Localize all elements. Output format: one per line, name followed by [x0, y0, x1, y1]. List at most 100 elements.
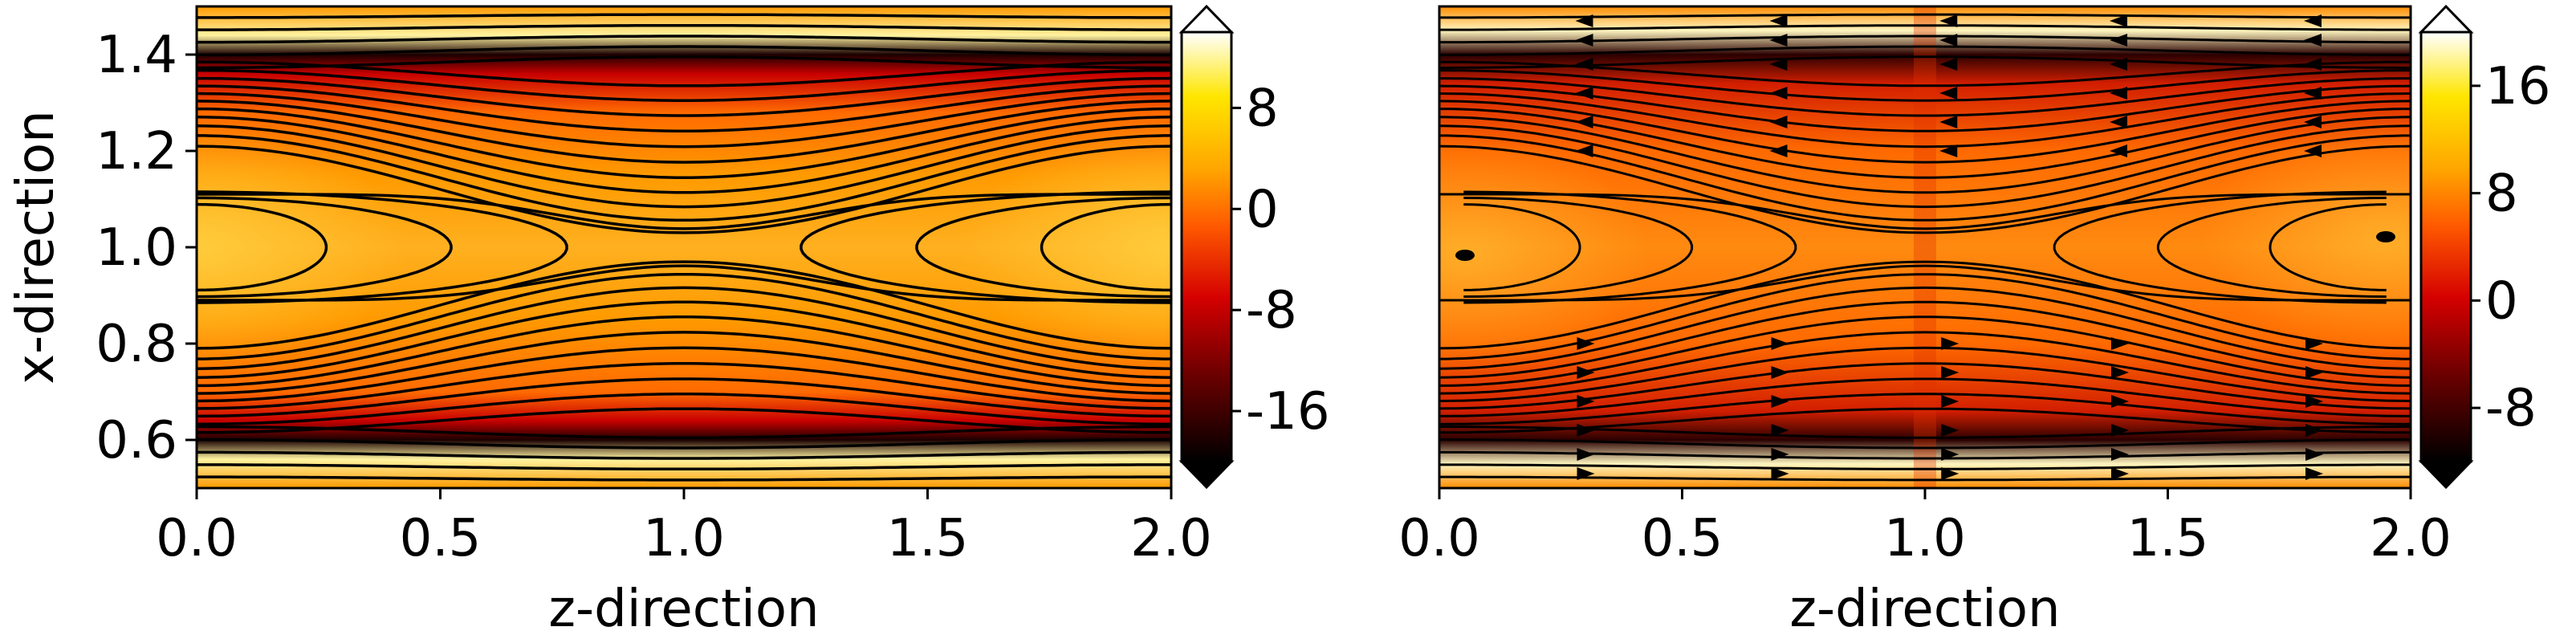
field-line	[1439, 260, 2411, 350]
field-line	[197, 116, 1171, 194]
separatrix-line	[1439, 193, 2411, 230]
stream-arrow	[2305, 448, 2323, 461]
field-line	[197, 145, 1171, 234]
field-line	[197, 272, 1171, 360]
field-line	[197, 361, 1171, 410]
field-line	[197, 315, 1171, 388]
stream-arrow	[2305, 467, 2323, 480]
field-line	[1439, 331, 2411, 395]
closed-field-line	[800, 190, 1171, 304]
x-tick-label: 2.0	[1130, 509, 1212, 568]
right-island-glow	[962, 127, 1171, 368]
stream-arrow	[2110, 58, 2127, 71]
colorbar-tick-label: 0	[1246, 180, 1279, 239]
closed-field-line	[1040, 202, 1171, 292]
field-line	[197, 425, 1171, 440]
field-line	[197, 331, 1171, 395]
stream-arrow	[2111, 448, 2129, 461]
stream-arrow	[1577, 337, 1595, 350]
field-line	[1439, 77, 2411, 117]
left-x-ticks: 0.0 0.5 1.0 1.5 2.0	[156, 488, 1212, 568]
y-tick-label: 1.0	[96, 218, 177, 278]
stream-arrow	[2111, 467, 2129, 480]
field-line	[1439, 84, 2411, 132]
x-tick-label: 1.5	[887, 509, 969, 568]
stream-arrow	[2110, 87, 2127, 100]
separatrix-line	[197, 193, 1171, 230]
stream-arrow	[2304, 116, 2322, 128]
field-line	[197, 84, 1171, 133]
field-line	[1439, 315, 2411, 387]
field-line	[1439, 69, 2411, 102]
closed-field-line	[1463, 197, 1694, 298]
right-right-o-point	[2376, 231, 2395, 242]
left-colorbar: 8 0 -8 -16	[1178, 4, 1330, 490]
field-line	[1439, 13, 2411, 19]
stream-arrow	[2304, 145, 2322, 157]
y-tick-label: 1.4	[96, 26, 177, 85]
stream-arrow	[1771, 395, 1789, 408]
stream-arrow	[1771, 366, 1789, 379]
stream-arrow	[2110, 14, 2127, 27]
field-line	[197, 68, 1171, 102]
stream-arrow	[1575, 14, 1593, 27]
stream-arrow	[2304, 58, 2322, 71]
field-line	[1439, 475, 2411, 482]
field-line	[197, 438, 1171, 450]
stream-arrow	[2111, 366, 2129, 379]
right-colorbar-body	[2419, 31, 2472, 463]
stream-arrow	[1575, 34, 1593, 47]
closed-field-line	[915, 196, 1171, 299]
field-line	[1439, 450, 2411, 460]
stream-arrow	[1939, 14, 1958, 27]
field-line	[1439, 24, 2411, 31]
field-line	[197, 35, 1171, 44]
field-line	[197, 377, 1171, 418]
colorbar-tick-label: 16	[2485, 57, 2550, 116]
field-line	[197, 60, 1171, 88]
field-line	[1439, 346, 2411, 402]
stream-arrow	[2111, 337, 2129, 350]
field-line	[197, 107, 1171, 179]
y-tick-label: 0.6	[96, 411, 177, 470]
field-line	[1439, 100, 2411, 164]
colorbar-tick-label: -8	[1246, 281, 1297, 340]
stream-arrow	[2110, 34, 2127, 47]
x-tick-label: 1.5	[2127, 509, 2209, 568]
stream-arrow	[2304, 87, 2322, 100]
colorbar-tick-label: 8	[1246, 79, 1279, 138]
stream-arrow	[1939, 58, 1958, 71]
field-line	[1439, 425, 2411, 439]
field-line	[1439, 45, 2411, 56]
field-line	[1439, 92, 2411, 149]
field-line	[1439, 145, 2411, 234]
field-line	[1439, 273, 2411, 360]
stream-arrow	[1939, 34, 1958, 47]
right-left-o-point	[1455, 250, 1475, 261]
field-line	[1439, 463, 2411, 470]
x-tick-label: 0.0	[1398, 509, 1480, 568]
stream-arrow	[1941, 448, 1959, 461]
field-line	[197, 45, 1171, 57]
separatrix-line	[197, 264, 1171, 302]
field-line	[1439, 300, 2411, 379]
stream-arrow	[1575, 145, 1593, 157]
x-tick-label: 0.5	[1642, 509, 1723, 568]
left-field-lines	[197, 6, 1171, 488]
x-tick-label: 1.0	[1884, 509, 1966, 568]
x-tick-label: 2.0	[2370, 509, 2452, 568]
field-line	[1439, 438, 2411, 450]
stream-arrow	[1769, 58, 1788, 71]
left-y-ticks: 0.6 0.8 1.0 1.2 1.4	[96, 26, 197, 470]
right-panel: 0.0 0.5 1.0 1.5 2.0 z-direction 16 8 0 -8	[1398, 4, 2550, 635]
stream-arrow	[2111, 395, 2129, 408]
right-streamlines	[1439, 6, 2411, 488]
right-x-ticks: 0.0 0.5 1.0 1.5 2.0	[1398, 488, 2452, 568]
stream-arrow	[1939, 116, 1958, 128]
y-tick-label: 1.2	[96, 122, 177, 181]
stream-arrow	[1575, 87, 1593, 100]
x-tick-label: 0.0	[156, 509, 238, 568]
stream-arrow	[1941, 366, 1959, 379]
field-line	[197, 260, 1171, 350]
